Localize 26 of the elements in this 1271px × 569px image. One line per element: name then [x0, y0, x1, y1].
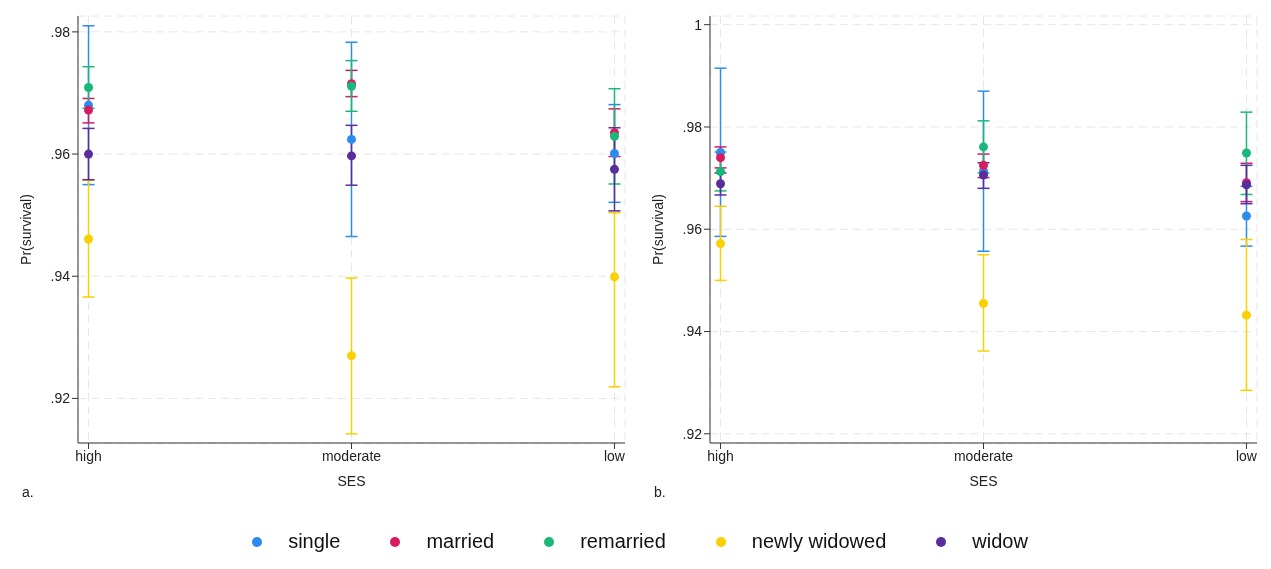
x-tick-label: high — [707, 447, 734, 464]
x-axis-title: SES — [969, 473, 998, 489]
y-tick-label: .92 — [682, 425, 703, 442]
y-tick-label: 1 — [694, 16, 703, 33]
y-tick-label: .96 — [682, 221, 703, 238]
legend-label: single — [288, 530, 341, 553]
x-tick-label: low — [603, 447, 626, 464]
x-tick-label: moderate — [953, 447, 1014, 464]
x-axis-title: SES — [337, 473, 366, 489]
legend-label: newly widowed — [751, 530, 887, 553]
legend-label: married — [426, 530, 495, 553]
x-tick-label: high — [75, 447, 102, 464]
text: a. — [22, 484, 34, 500]
y-tick-label: .94 — [682, 323, 703, 340]
y-tick-label: .98 — [682, 118, 703, 135]
y-axis-title: Pr(survival) — [649, 194, 666, 265]
legend-label: remarried — [580, 530, 666, 553]
legend-label: widow — [972, 530, 1028, 553]
text: b. — [654, 484, 666, 500]
x-tick-label: low — [1235, 447, 1258, 464]
y-tick-label: .92 — [50, 390, 71, 407]
y-tick-label: .98 — [50, 23, 71, 40]
y-tick-label: .96 — [50, 146, 71, 163]
x-tick-label: moderate — [321, 447, 382, 464]
y-tick-label: .94 — [50, 268, 71, 285]
y-axis-title: Pr(survival) — [17, 194, 34, 265]
